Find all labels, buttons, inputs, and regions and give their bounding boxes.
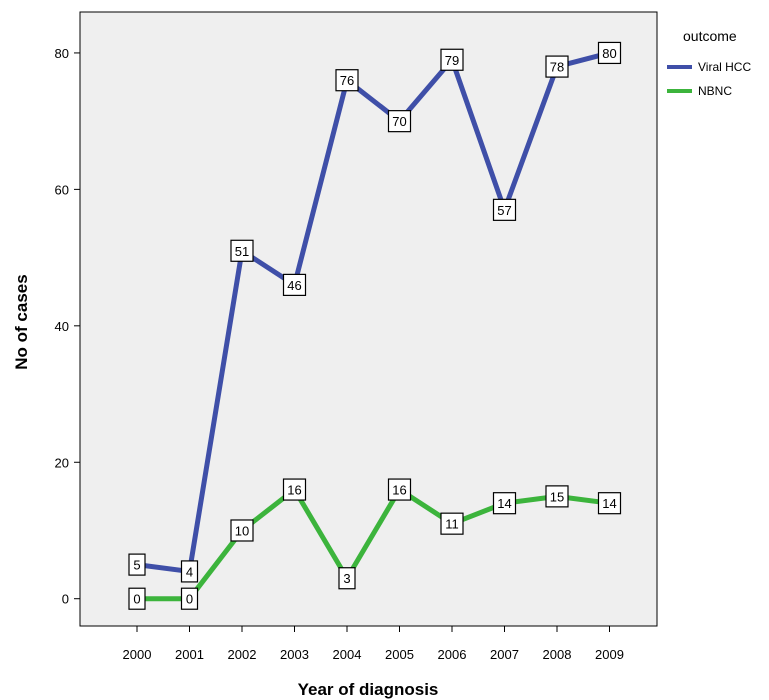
data-label-text: 46 (287, 278, 301, 293)
legend-item: NBNC (667, 84, 732, 98)
data-label-text: 16 (287, 483, 301, 498)
data-label: 76 (335, 69, 359, 92)
data-label-text: 0 (186, 592, 193, 607)
series-line-nbnc (134, 487, 612, 602)
plot-background (79, 11, 658, 627)
series-line-viral-hcc (134, 50, 612, 574)
data-label-text: 76 (340, 73, 354, 88)
y-axis-title: No of cases (12, 274, 31, 369)
data-labels: 5 4 51 46 76 70 79 57 78 80 0 0 10 16 3 16 11 14 15 14 (128, 41, 622, 610)
data-label-box (492, 198, 517, 221)
data-label-text: 0 (133, 592, 140, 607)
y-tick-label: 40 (55, 319, 69, 334)
data-label: 15 (545, 485, 569, 508)
data-label-text: 51 (235, 244, 249, 259)
data-label-box (440, 512, 464, 535)
data-label: 46 (282, 273, 307, 296)
data-label-box (338, 567, 356, 590)
data-label-text: 15 (550, 489, 564, 504)
data-label-box (282, 478, 307, 501)
series-lines (134, 50, 612, 602)
data-label-box (545, 55, 569, 78)
data-label-text: 11 (445, 517, 459, 532)
data-label: 80 (597, 41, 622, 65)
data-label-text: 4 (186, 564, 193, 579)
x-tick-label: 2000 (123, 647, 152, 662)
data-label-box (597, 492, 622, 515)
x-tick-label: 2002 (228, 647, 257, 662)
data-label: 16 (387, 478, 412, 501)
data-label-box (128, 553, 146, 576)
data-label-text: 80 (602, 46, 616, 61)
data-label-text: 79 (445, 53, 459, 68)
y-tick-label: 60 (55, 182, 69, 197)
data-label: 4 (180, 560, 199, 583)
data-label-box (597, 41, 622, 65)
data-label-box (282, 273, 307, 296)
data-label-box (230, 519, 254, 542)
y-axis: 0 20 40 60 80 (55, 46, 80, 607)
data-label: 70 (387, 110, 412, 133)
data-label-text: 70 (392, 114, 406, 129)
data-label-text: 78 (550, 60, 564, 75)
x-axis-title: Year of diagnosis (298, 680, 439, 699)
x-tick-label: 2004 (333, 647, 362, 662)
data-label-box (387, 110, 412, 133)
data-label: 14 (597, 492, 622, 515)
data-label-box (128, 587, 146, 610)
x-tick-label: 2007 (490, 647, 519, 662)
y-tick-label: 0 (62, 592, 69, 607)
x-tick-label: 2008 (543, 647, 572, 662)
data-label-box (180, 560, 199, 583)
x-tick-label: 2001 (175, 647, 204, 662)
data-label-text: 3 (343, 571, 350, 586)
data-label-box (387, 478, 412, 501)
data-label-box (492, 492, 517, 515)
legend-title: outcome (683, 28, 737, 44)
data-label-box (335, 69, 359, 92)
data-label: 51 (230, 239, 254, 262)
data-label-text: 10 (235, 523, 249, 538)
data-label-text: 14 (497, 496, 511, 511)
data-label: 16 (282, 478, 307, 501)
data-label: 79 (440, 48, 464, 71)
legend-item: Viral HCC (667, 60, 751, 74)
data-label-text: 14 (602, 496, 616, 511)
data-label-text: 57 (497, 203, 511, 218)
data-label-box (230, 239, 254, 262)
data-label-text: 16 (392, 483, 406, 498)
x-tick-label: 2003 (280, 647, 309, 662)
data-label-box (180, 587, 199, 610)
data-label: 3 (338, 567, 356, 590)
data-label-box (545, 485, 569, 508)
data-label: 5 (128, 553, 146, 576)
data-label: 11 (440, 512, 464, 535)
data-label: 0 (128, 587, 146, 610)
x-tick-label: 2006 (438, 647, 467, 662)
legend-label: NBNC (698, 84, 732, 98)
x-tick-label: 2009 (595, 647, 624, 662)
data-label-text: 5 (133, 558, 140, 573)
x-axis: 2000 2001 2002 2003 2004 2005 2006 2007 2008 2009 (123, 626, 624, 662)
data-label: 14 (492, 492, 517, 515)
data-label: 10 (230, 519, 254, 542)
legend: outcome Viral HCC NBNC (667, 28, 751, 98)
data-label-box (440, 48, 464, 71)
data-label: 57 (492, 198, 517, 221)
legend-label: Viral HCC (698, 60, 751, 74)
data-label: 0 (180, 587, 199, 610)
y-tick-label: 20 (55, 455, 69, 470)
x-tick-label: 2005 (385, 647, 414, 662)
data-label: 78 (545, 55, 569, 78)
y-tick-label: 80 (55, 46, 69, 61)
